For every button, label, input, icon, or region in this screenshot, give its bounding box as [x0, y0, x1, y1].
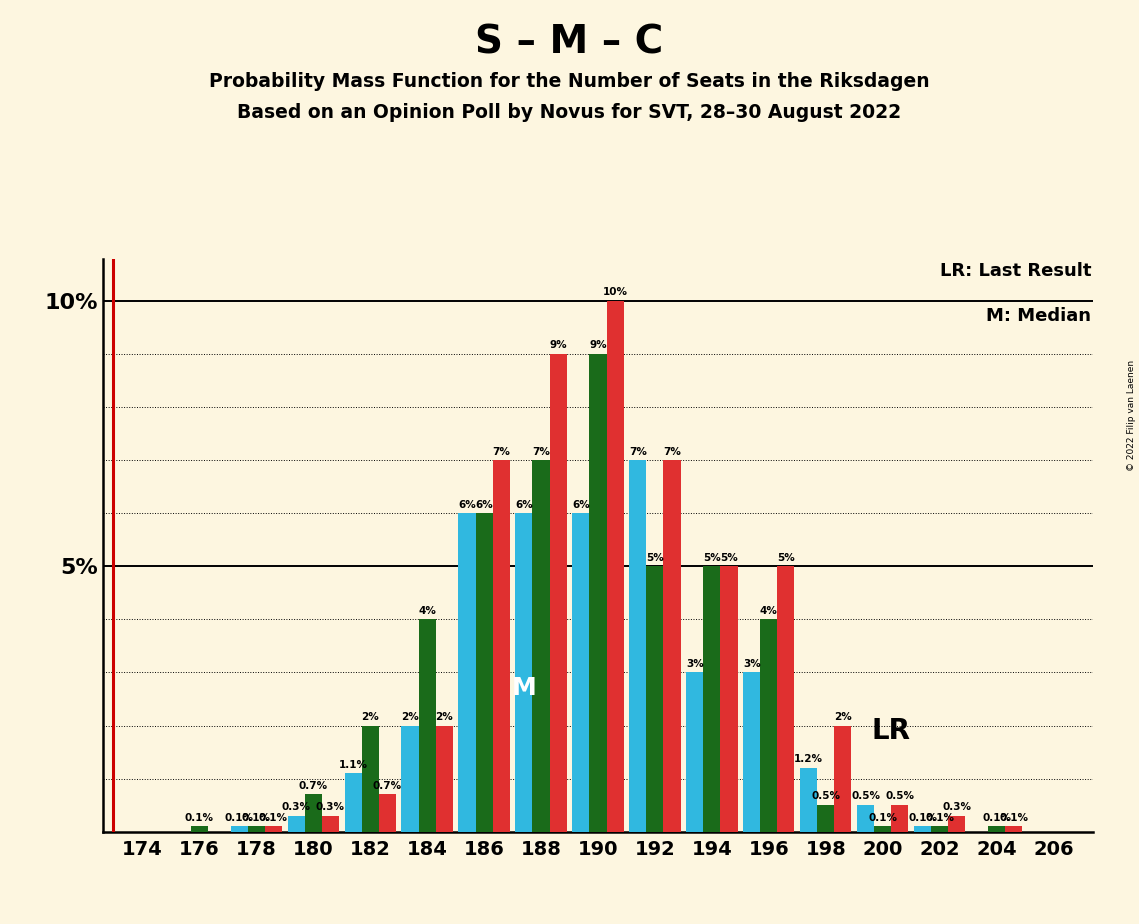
Bar — [248, 826, 264, 832]
Text: 1.2%: 1.2% — [794, 754, 823, 764]
Bar — [989, 826, 1006, 832]
Bar — [402, 725, 419, 832]
Text: 0.3%: 0.3% — [281, 802, 311, 812]
Text: LR: LR — [872, 717, 911, 745]
Text: 0.3%: 0.3% — [316, 802, 345, 812]
Text: LR: Last Result: LR: Last Result — [940, 261, 1091, 280]
Bar — [515, 514, 533, 832]
Text: © 2022 Filip van Laenen: © 2022 Filip van Laenen — [1126, 360, 1136, 471]
Bar — [533, 460, 550, 832]
Bar — [191, 826, 207, 832]
Bar — [1006, 826, 1023, 832]
Text: 0.1%: 0.1% — [259, 812, 288, 822]
Bar — [322, 816, 339, 832]
Text: 10%: 10% — [603, 287, 628, 298]
Text: 5%: 5% — [646, 553, 664, 563]
Text: 6%: 6% — [475, 500, 493, 510]
Bar — [264, 826, 281, 832]
Bar — [288, 816, 305, 832]
Text: 0.3%: 0.3% — [942, 802, 972, 812]
Text: 0.5%: 0.5% — [811, 791, 841, 801]
Text: 6%: 6% — [572, 500, 590, 510]
Text: 5%: 5% — [703, 553, 721, 563]
Text: 2%: 2% — [401, 711, 419, 722]
Bar — [743, 673, 761, 832]
Bar — [858, 805, 875, 832]
Text: 0.1%: 0.1% — [185, 812, 214, 822]
Text: 0.7%: 0.7% — [298, 781, 328, 791]
Text: 9%: 9% — [589, 340, 607, 350]
Bar — [686, 673, 704, 832]
Text: 5%: 5% — [777, 553, 795, 563]
Text: 2%: 2% — [435, 711, 453, 722]
Text: 2%: 2% — [361, 711, 379, 722]
Text: 5%: 5% — [720, 553, 738, 563]
Bar — [492, 460, 510, 832]
Text: 0.1%: 0.1% — [908, 812, 937, 822]
Bar — [664, 460, 681, 832]
Text: S – M – C: S – M – C — [475, 23, 664, 61]
Text: 7%: 7% — [492, 446, 510, 456]
Text: 9%: 9% — [549, 340, 567, 350]
Bar — [590, 354, 607, 832]
Bar — [915, 826, 932, 832]
Bar — [949, 816, 966, 832]
Bar — [458, 514, 476, 832]
Text: 0.1%: 0.1% — [868, 812, 898, 822]
Bar — [476, 514, 492, 832]
Bar — [778, 566, 795, 832]
Text: 0.1%: 0.1% — [925, 812, 954, 822]
Text: 0.1%: 0.1% — [224, 812, 254, 822]
Text: 0.5%: 0.5% — [851, 791, 880, 801]
Text: 3%: 3% — [743, 659, 761, 669]
Text: 0.1%: 0.1% — [999, 812, 1029, 822]
Bar — [344, 773, 362, 832]
Text: 7%: 7% — [629, 446, 647, 456]
Bar — [835, 725, 852, 832]
Text: 4%: 4% — [760, 606, 778, 615]
Bar — [550, 354, 567, 832]
Text: 3%: 3% — [686, 659, 704, 669]
Bar — [305, 795, 321, 832]
Text: Probability Mass Function for the Number of Seats in the Riksdagen: Probability Mass Function for the Number… — [210, 72, 929, 91]
Text: 0.5%: 0.5% — [885, 791, 915, 801]
Bar — [435, 725, 453, 832]
Text: 4%: 4% — [418, 606, 436, 615]
Text: M: M — [511, 676, 536, 700]
Bar — [932, 826, 949, 832]
Bar — [607, 301, 624, 832]
Text: M: Median: M: Median — [986, 308, 1091, 325]
Bar — [378, 795, 396, 832]
Bar — [231, 826, 248, 832]
Bar — [629, 460, 647, 832]
Text: 6%: 6% — [458, 500, 476, 510]
Text: 6%: 6% — [515, 500, 533, 510]
Bar — [362, 725, 379, 832]
Bar — [419, 619, 435, 832]
Text: 1.1%: 1.1% — [338, 760, 368, 770]
Bar — [721, 566, 738, 832]
Bar — [573, 514, 590, 832]
Bar — [704, 566, 721, 832]
Bar — [647, 566, 664, 832]
Text: 0.1%: 0.1% — [241, 812, 271, 822]
Bar — [818, 805, 835, 832]
Text: Based on an Opinion Poll by Novus for SVT, 28–30 August 2022: Based on an Opinion Poll by Novus for SV… — [237, 103, 902, 123]
Bar — [892, 805, 909, 832]
Text: 7%: 7% — [532, 446, 550, 456]
Text: 2%: 2% — [834, 711, 852, 722]
Bar — [800, 768, 818, 832]
Text: 7%: 7% — [663, 446, 681, 456]
Text: 0.1%: 0.1% — [982, 812, 1011, 822]
Bar — [761, 619, 778, 832]
Bar — [875, 826, 892, 832]
Text: 0.7%: 0.7% — [372, 781, 402, 791]
